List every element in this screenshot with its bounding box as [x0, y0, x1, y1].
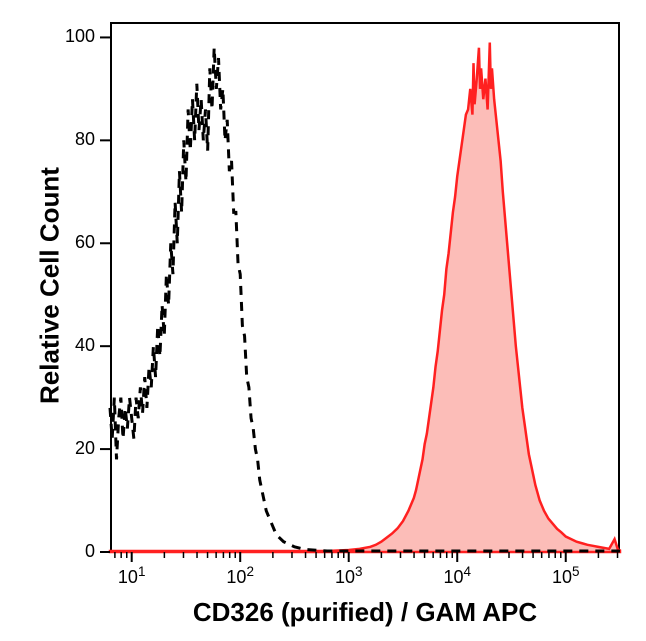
- stained-series: [110, 43, 620, 552]
- x-tick-label: 103: [324, 564, 374, 588]
- x-tick-label: 102: [215, 564, 265, 588]
- control-series: [110, 48, 620, 551]
- y-tick-label: 40: [55, 335, 95, 356]
- x-tick-label: 101: [107, 564, 157, 588]
- flow-cytometry-histogram: Relative Cell Count CD326 (purified) / G…: [0, 0, 646, 641]
- x-axis-label: CD326 (purified) / GAM APC: [110, 597, 620, 628]
- plot-svg: [110, 22, 620, 552]
- y-axis-label: Relative Cell Count: [35, 136, 66, 436]
- y-tick-label: 0: [55, 541, 95, 562]
- y-tick-label: 80: [55, 129, 95, 150]
- y-tick-label: 100: [55, 26, 95, 47]
- y-tick-label: 20: [55, 438, 95, 459]
- x-tick-label: 104: [432, 564, 482, 588]
- x-tick-label: 105: [541, 564, 591, 588]
- y-tick-label: 60: [55, 232, 95, 253]
